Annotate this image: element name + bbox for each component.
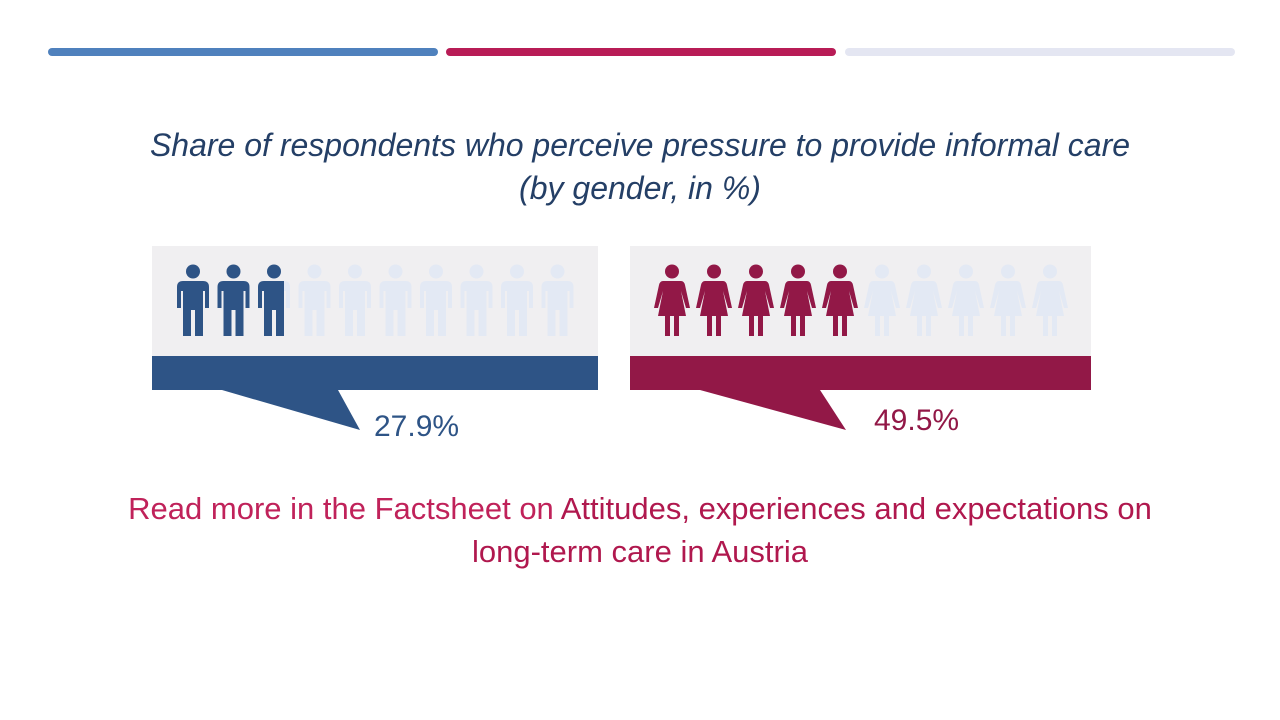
progress-bar-segment-3 xyxy=(845,48,1235,56)
women-percentage-label: 49.5% xyxy=(874,404,960,437)
person-icon xyxy=(420,264,452,336)
panel-band xyxy=(152,356,598,390)
person-icon xyxy=(298,264,331,336)
read-more-prefix: Read more in the Factsheet on xyxy=(128,491,561,526)
person-icon xyxy=(948,264,984,336)
progress-bar-segment-1 xyxy=(48,48,438,56)
person-icon xyxy=(177,264,209,336)
person-icon xyxy=(258,264,290,336)
person-icon xyxy=(696,264,732,336)
person-icon xyxy=(780,264,816,336)
person-icon xyxy=(501,264,533,336)
person-icon xyxy=(738,264,774,336)
person-icon xyxy=(906,264,942,336)
women-icons xyxy=(654,264,1068,336)
person-icon xyxy=(1032,264,1068,336)
callout-tail xyxy=(222,390,360,430)
person-icon xyxy=(339,264,371,336)
women-pictogram-panel: 49.5% xyxy=(630,246,1091,437)
panel-band xyxy=(630,356,1091,390)
person-icon xyxy=(654,264,690,336)
men-percentage-label: 27.9% xyxy=(374,410,460,443)
chart-title: Share of respondents who perceive pressu… xyxy=(149,127,1131,206)
person-icon xyxy=(460,264,493,336)
callout-tail xyxy=(700,390,846,430)
progress-bar-segment-2 xyxy=(446,48,836,56)
person-icon xyxy=(379,264,412,336)
person-icon xyxy=(822,264,858,336)
person-icon xyxy=(990,264,1026,336)
men-pictogram-panel: 27.9% xyxy=(152,246,598,443)
person-icon xyxy=(541,264,574,336)
person-icon xyxy=(217,264,250,336)
person-icon xyxy=(864,264,900,336)
men-icons xyxy=(177,264,574,336)
factsheet-link[interactable]: Attitudes, experiences and expectations … xyxy=(472,491,1152,569)
read-more-text: Read more in the Factsheet on Attitudes,… xyxy=(90,487,1190,573)
